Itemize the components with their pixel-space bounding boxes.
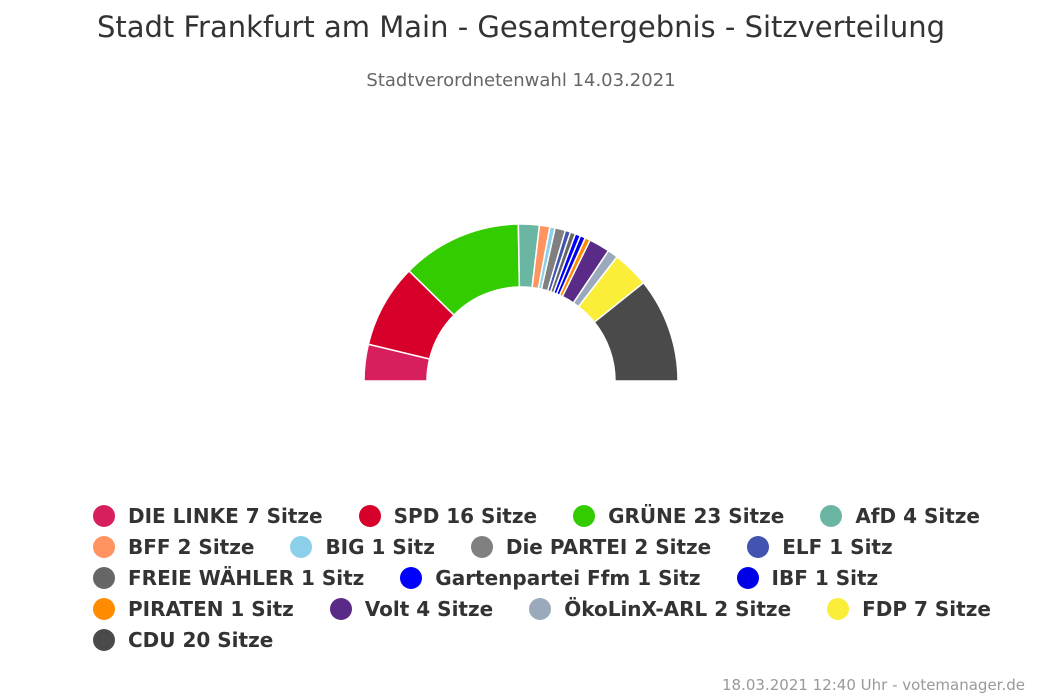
- legend-item[interactable]: Die PARTEI 2 Sitze: [470, 534, 712, 559]
- legend-item[interactable]: Volt 4 Sitze: [329, 596, 494, 621]
- legend-item[interactable]: DIE LINKE 7 Sitze: [93, 504, 323, 528]
- legend-row: BFF 2 Sitze BIG 1 Sitz Die PARTEI 2 Sitze E…: [93, 531, 993, 562]
- legend: DIE LINKE 7 Sitze SPD 16 Sitze GRÜNE 23 Si…: [93, 500, 993, 655]
- legend-marker-icon: [358, 504, 381, 527]
- legend-label: DIE LINKE 7 Sitze: [128, 503, 323, 528]
- legend-label: FREIE WÄHLER 1 Sitz: [128, 565, 365, 590]
- legend-label: CDU 20 Sitze: [128, 627, 274, 652]
- legend-label: Gartenpartei Ffm 1 Sitz: [435, 565, 701, 590]
- legend-item[interactable]: CDU 20 Sitze: [93, 628, 273, 652]
- seat-distribution-chart: [363, 223, 679, 382]
- chart-subtitle: Stadtverordnetenwahl 14.03.2021: [366, 70, 676, 91]
- legend-label: BIG 1 Sitz: [325, 534, 435, 559]
- legend-row: FREIE WÄHLER 1 Sitz Gartenpartei Ffm 1 Si…: [93, 562, 993, 593]
- legend-marker-icon: [573, 504, 596, 527]
- legend-marker-icon: [747, 535, 770, 558]
- legend-marker-icon: [290, 535, 313, 558]
- legend-row: CDU 20 Sitze: [93, 624, 993, 655]
- legend-item[interactable]: Gartenpartei Ffm 1 Sitz: [400, 565, 701, 590]
- legend-marker-icon: [736, 566, 759, 589]
- legend-marker-icon: [470, 535, 493, 558]
- legend-label: IBF 1 Sitz: [771, 565, 879, 590]
- credits[interactable]: 18.03.2021 12:40 Uhr - votemanager.de: [722, 676, 1025, 694]
- legend-label: PIRATEN 1 Sitz: [128, 596, 294, 621]
- legend-label: GRÜNE 23 Sitze: [608, 503, 785, 528]
- legend-item[interactable]: IBF 1 Sitz: [736, 565, 879, 590]
- legend-label: ELF 1 Sitz: [782, 534, 893, 559]
- legend-marker-icon: [827, 597, 850, 620]
- legend-label: SPD 16 Sitze: [393, 503, 538, 528]
- legend-marker-icon: [93, 628, 115, 651]
- legend-marker-icon: [93, 566, 115, 589]
- legend-item[interactable]: BFF 2 Sitze: [93, 535, 254, 559]
- legend-item[interactable]: AfD 4 Sitze: [820, 504, 980, 528]
- chart-title: Stadt Frankfurt am Main - Gesamtergebnis…: [96, 10, 946, 44]
- legend-label: Volt 4 Sitze: [364, 596, 494, 621]
- legend-marker-icon: [329, 597, 352, 620]
- legend-item[interactable]: FDP 7 Sitze: [827, 597, 991, 621]
- legend-label: BFF 2 Sitze: [128, 534, 255, 559]
- legend-item[interactable]: GRÜNE 23 Sitze: [573, 504, 784, 528]
- legend-marker-icon: [93, 504, 115, 527]
- legend-item[interactable]: ÖkoLinX-ARL 2 Sitze: [529, 597, 791, 621]
- legend-item[interactable]: SPD 16 Sitze: [358, 503, 538, 528]
- legend-label: Die PARTEI 2 Sitze: [505, 534, 712, 559]
- legend-row: DIE LINKE 7 Sitze SPD 16 Sitze GRÜNE 23 Si…: [93, 500, 993, 531]
- legend-label: AfD 4 Sitze: [855, 503, 980, 528]
- legend-marker-icon: [529, 597, 552, 620]
- legend-label: ÖkoLinX-ARL 2 Sitze: [564, 596, 792, 621]
- legend-item[interactable]: BIG 1 Sitz: [290, 534, 435, 559]
- slice-cdu[interactable]: [593, 281, 679, 382]
- legend-marker-icon: [93, 597, 115, 620]
- legend-row: PIRATEN 1 Sitz Volt 4 Sitze ÖkoLinX-ARL 2 …: [93, 593, 993, 624]
- legend-label: FDP 7 Sitze: [862, 596, 991, 621]
- legend-marker-icon: [400, 566, 423, 589]
- legend-item[interactable]: PIRATEN 1 Sitz: [93, 597, 294, 621]
- legend-item[interactable]: FREIE WÄHLER 1 Sitz: [93, 566, 364, 590]
- legend-item[interactable]: ELF 1 Sitz: [747, 534, 893, 559]
- legend-marker-icon: [93, 535, 115, 558]
- legend-marker-icon: [820, 504, 843, 527]
